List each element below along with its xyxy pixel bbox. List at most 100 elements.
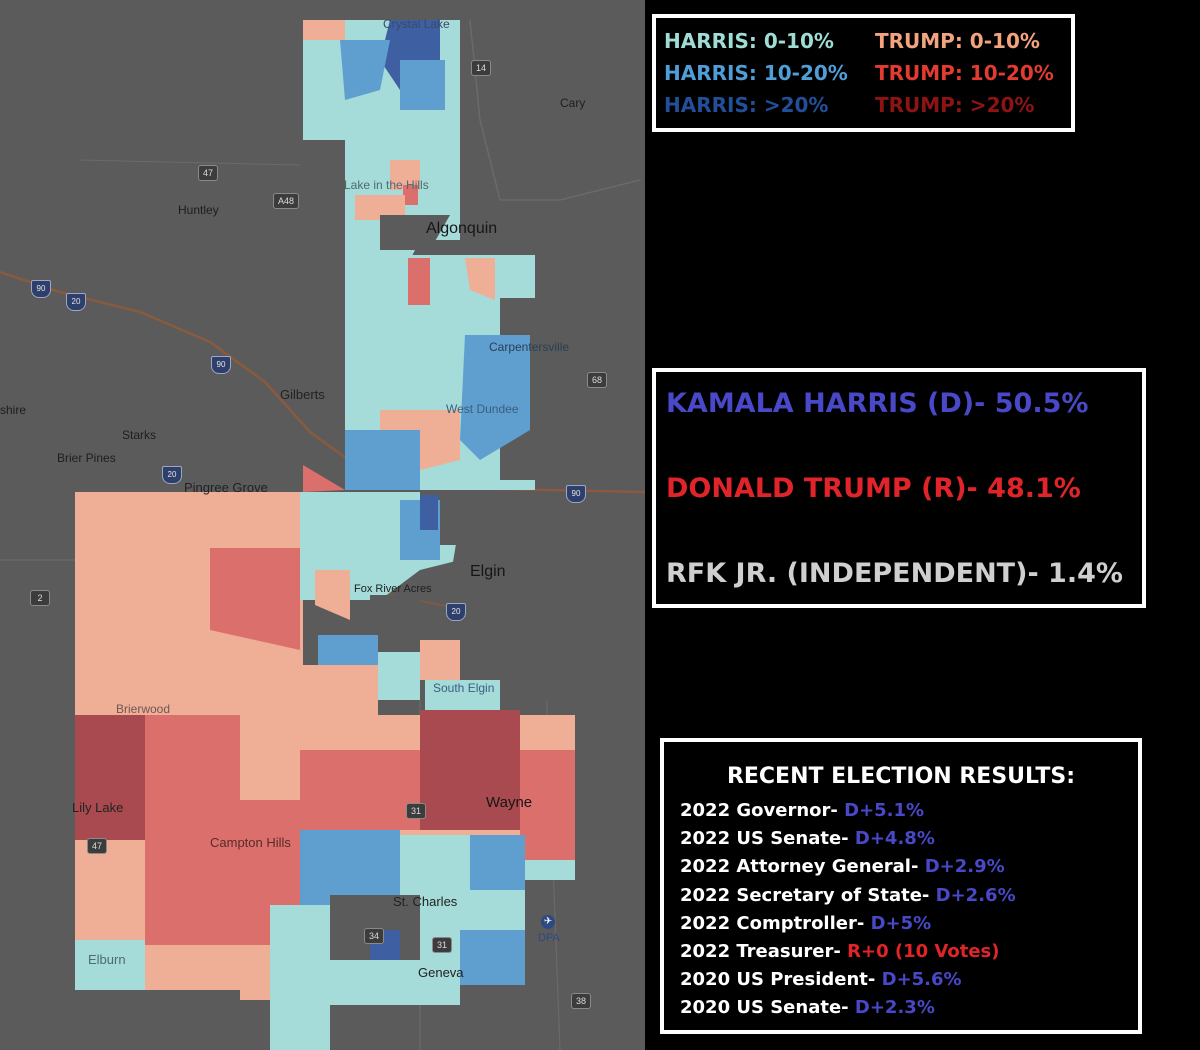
- precinct: [440, 520, 645, 700]
- precinct: [370, 595, 420, 655]
- precinct: [420, 710, 520, 830]
- recent-result-race: 2020 US Senate-: [680, 997, 855, 1019]
- recent-result-row: 2022 US Senate- D+4.8%: [680, 828, 935, 849]
- place-label-cary: Cary: [560, 96, 586, 110]
- route-shield-31-b: 31: [432, 937, 452, 953]
- legend-harris-10-20: HARRIS: 10-20%: [664, 61, 848, 85]
- precincts: [75, 20, 645, 1050]
- candidate-harris-name: KAMALA HARRIS (D): [666, 388, 975, 419]
- recent-result-race: 2022 US Senate-: [680, 828, 855, 850]
- place-label-dpa: DPA: [538, 932, 560, 944]
- route-shield-2: 2: [30, 590, 50, 606]
- place-label-south-elgin: South Elgin: [433, 681, 495, 695]
- precinct: [465, 258, 495, 300]
- precinct: [380, 215, 450, 250]
- recent-results-title: RECENT ELECTION RESULTS:: [726, 764, 1076, 789]
- precinct: [303, 465, 345, 492]
- results-box: KAMALA HARRIS (D)- 50.5% DONALD TRUMP (R…: [652, 368, 1146, 608]
- precinct: [318, 635, 378, 665]
- place-label-lake-in-the-hills: Lake in the Hills: [344, 178, 429, 192]
- airport-icon: ✈: [541, 915, 555, 929]
- candidate-harris: KAMALA HARRIS (D)- 50.5%: [666, 388, 1088, 419]
- precinct: [520, 750, 575, 880]
- route-shield-34: 34: [364, 928, 384, 944]
- precinct: [355, 195, 405, 220]
- candidate-harris-pct: - 50.5%: [974, 388, 1089, 419]
- recent-result-race: 2022 Comptroller-: [680, 912, 871, 934]
- recent-result-row: 2022 Attorney General- D+2.9%: [680, 856, 1005, 877]
- route-shield-47-b: 47: [87, 838, 107, 854]
- precinct: [75, 492, 303, 715]
- recent-result-row: 2022 Secretary of State- D+2.6%: [680, 885, 1016, 906]
- recent-result-race: 2022 Secretary of State-: [680, 884, 936, 906]
- precinct: [340, 40, 390, 100]
- place-label-hampshire: shire: [0, 403, 27, 417]
- place-label-fox-river-acres: Fox River Acres: [354, 583, 432, 595]
- precinct: [420, 640, 460, 680]
- precinct: [210, 548, 300, 650]
- precinct: [303, 20, 345, 40]
- recent-result-margin: D+5.1%: [844, 800, 925, 821]
- recent-result-margin: D+5%: [870, 912, 932, 934]
- candidate-rfk-pct: - 1.4%: [1027, 558, 1123, 589]
- route-shield-20: 20: [162, 466, 182, 484]
- precinct: [75, 715, 145, 840]
- precinct: [300, 750, 420, 830]
- candidate-trump: DONALD TRUMP (R)- 48.1%: [666, 473, 1081, 504]
- place-label-crystal-lake: Crystal Lake: [383, 17, 450, 31]
- precinct: [300, 830, 400, 905]
- recent-result-race: 2020 US President-: [680, 969, 882, 991]
- precinct: [460, 930, 525, 985]
- precinct: [403, 185, 418, 205]
- route-shield-38: 38: [571, 993, 591, 1009]
- legend-trump-gt20: TRUMP: >20%: [875, 93, 1035, 117]
- recent-result-row: 2020 US President- D+5.6%: [680, 969, 962, 990]
- place-label-algonquin: Algonquin: [426, 220, 498, 237]
- precinct: [420, 495, 438, 530]
- place-label-brier-pines: Brier Pines: [57, 451, 116, 465]
- precinct: [408, 258, 430, 305]
- recent-result-margin: D+5.6%: [881, 969, 962, 991]
- candidate-rfk-name: RFK JR. (INDEPENDENT): [666, 558, 1028, 589]
- candidate-rfk: RFK JR. (INDEPENDENT)- 1.4%: [666, 558, 1123, 589]
- precinct: [345, 430, 420, 490]
- recent-result-margin: D+2.9%: [924, 856, 1005, 878]
- place-label-gilberts: Gilberts: [280, 387, 325, 402]
- route-shield-47: 47: [198, 165, 218, 181]
- precinct: [390, 160, 420, 190]
- place-label-huntley: Huntley: [178, 203, 219, 217]
- place-label-elburn: Elburn: [88, 952, 126, 967]
- route-shield-14: 14: [471, 60, 491, 76]
- place-label-carpentersville: Carpentersville: [489, 340, 570, 354]
- precinct: [145, 715, 240, 800]
- recent-result-race: 2022 Governor-: [680, 800, 845, 821]
- place-label-lily-lake: Lily Lake: [72, 800, 124, 815]
- place-label-st-charles: St. Charles: [393, 894, 458, 909]
- map-canvas: [0, 19, 645, 1050]
- precinct: [378, 652, 420, 700]
- recent-result-row: 2020 US Senate- D+2.3%: [680, 997, 935, 1018]
- interstate-shield-90: 90: [31, 280, 51, 298]
- recent-results-box: RECENT ELECTION RESULTS: 2022 Governor- …: [660, 738, 1142, 1034]
- interstate-shield-90-c: 90: [566, 485, 586, 503]
- recent-result-row: 2022 Governor- D+5.1%: [680, 800, 924, 821]
- recent-result-race: 2022 Attorney General-: [680, 856, 925, 878]
- precinct: [470, 835, 525, 890]
- precinct: [270, 905, 330, 1050]
- precinct: [460, 335, 530, 460]
- place-label-wayne: Wayne: [486, 794, 533, 811]
- legend-harris-gt20: HARRIS: >20%: [664, 93, 829, 117]
- place-label-starks: Starks: [122, 428, 157, 442]
- legend-box: HARRIS: 0-10% HARRIS: 10-20% HARRIS: >20…: [652, 14, 1075, 132]
- recent-result-margin: R+0 (10 Votes): [847, 941, 1000, 962]
- candidate-trump-name: DONALD TRUMP (R): [666, 473, 967, 504]
- interstate-shield-90-b: 90: [211, 356, 231, 374]
- legend-trump-10-20: TRUMP: 10-20%: [875, 61, 1054, 85]
- legend-trump-0-10: TRUMP: 0-10%: [875, 29, 1040, 53]
- precinct-map[interactable]: Crystal Lake Cary Lake in the Hills Hunt…: [0, 0, 645, 1050]
- precinct: [145, 800, 300, 945]
- precinct: [315, 570, 350, 620]
- precinct: [525, 860, 575, 880]
- precinct: [400, 60, 445, 110]
- precinct: [330, 960, 460, 1005]
